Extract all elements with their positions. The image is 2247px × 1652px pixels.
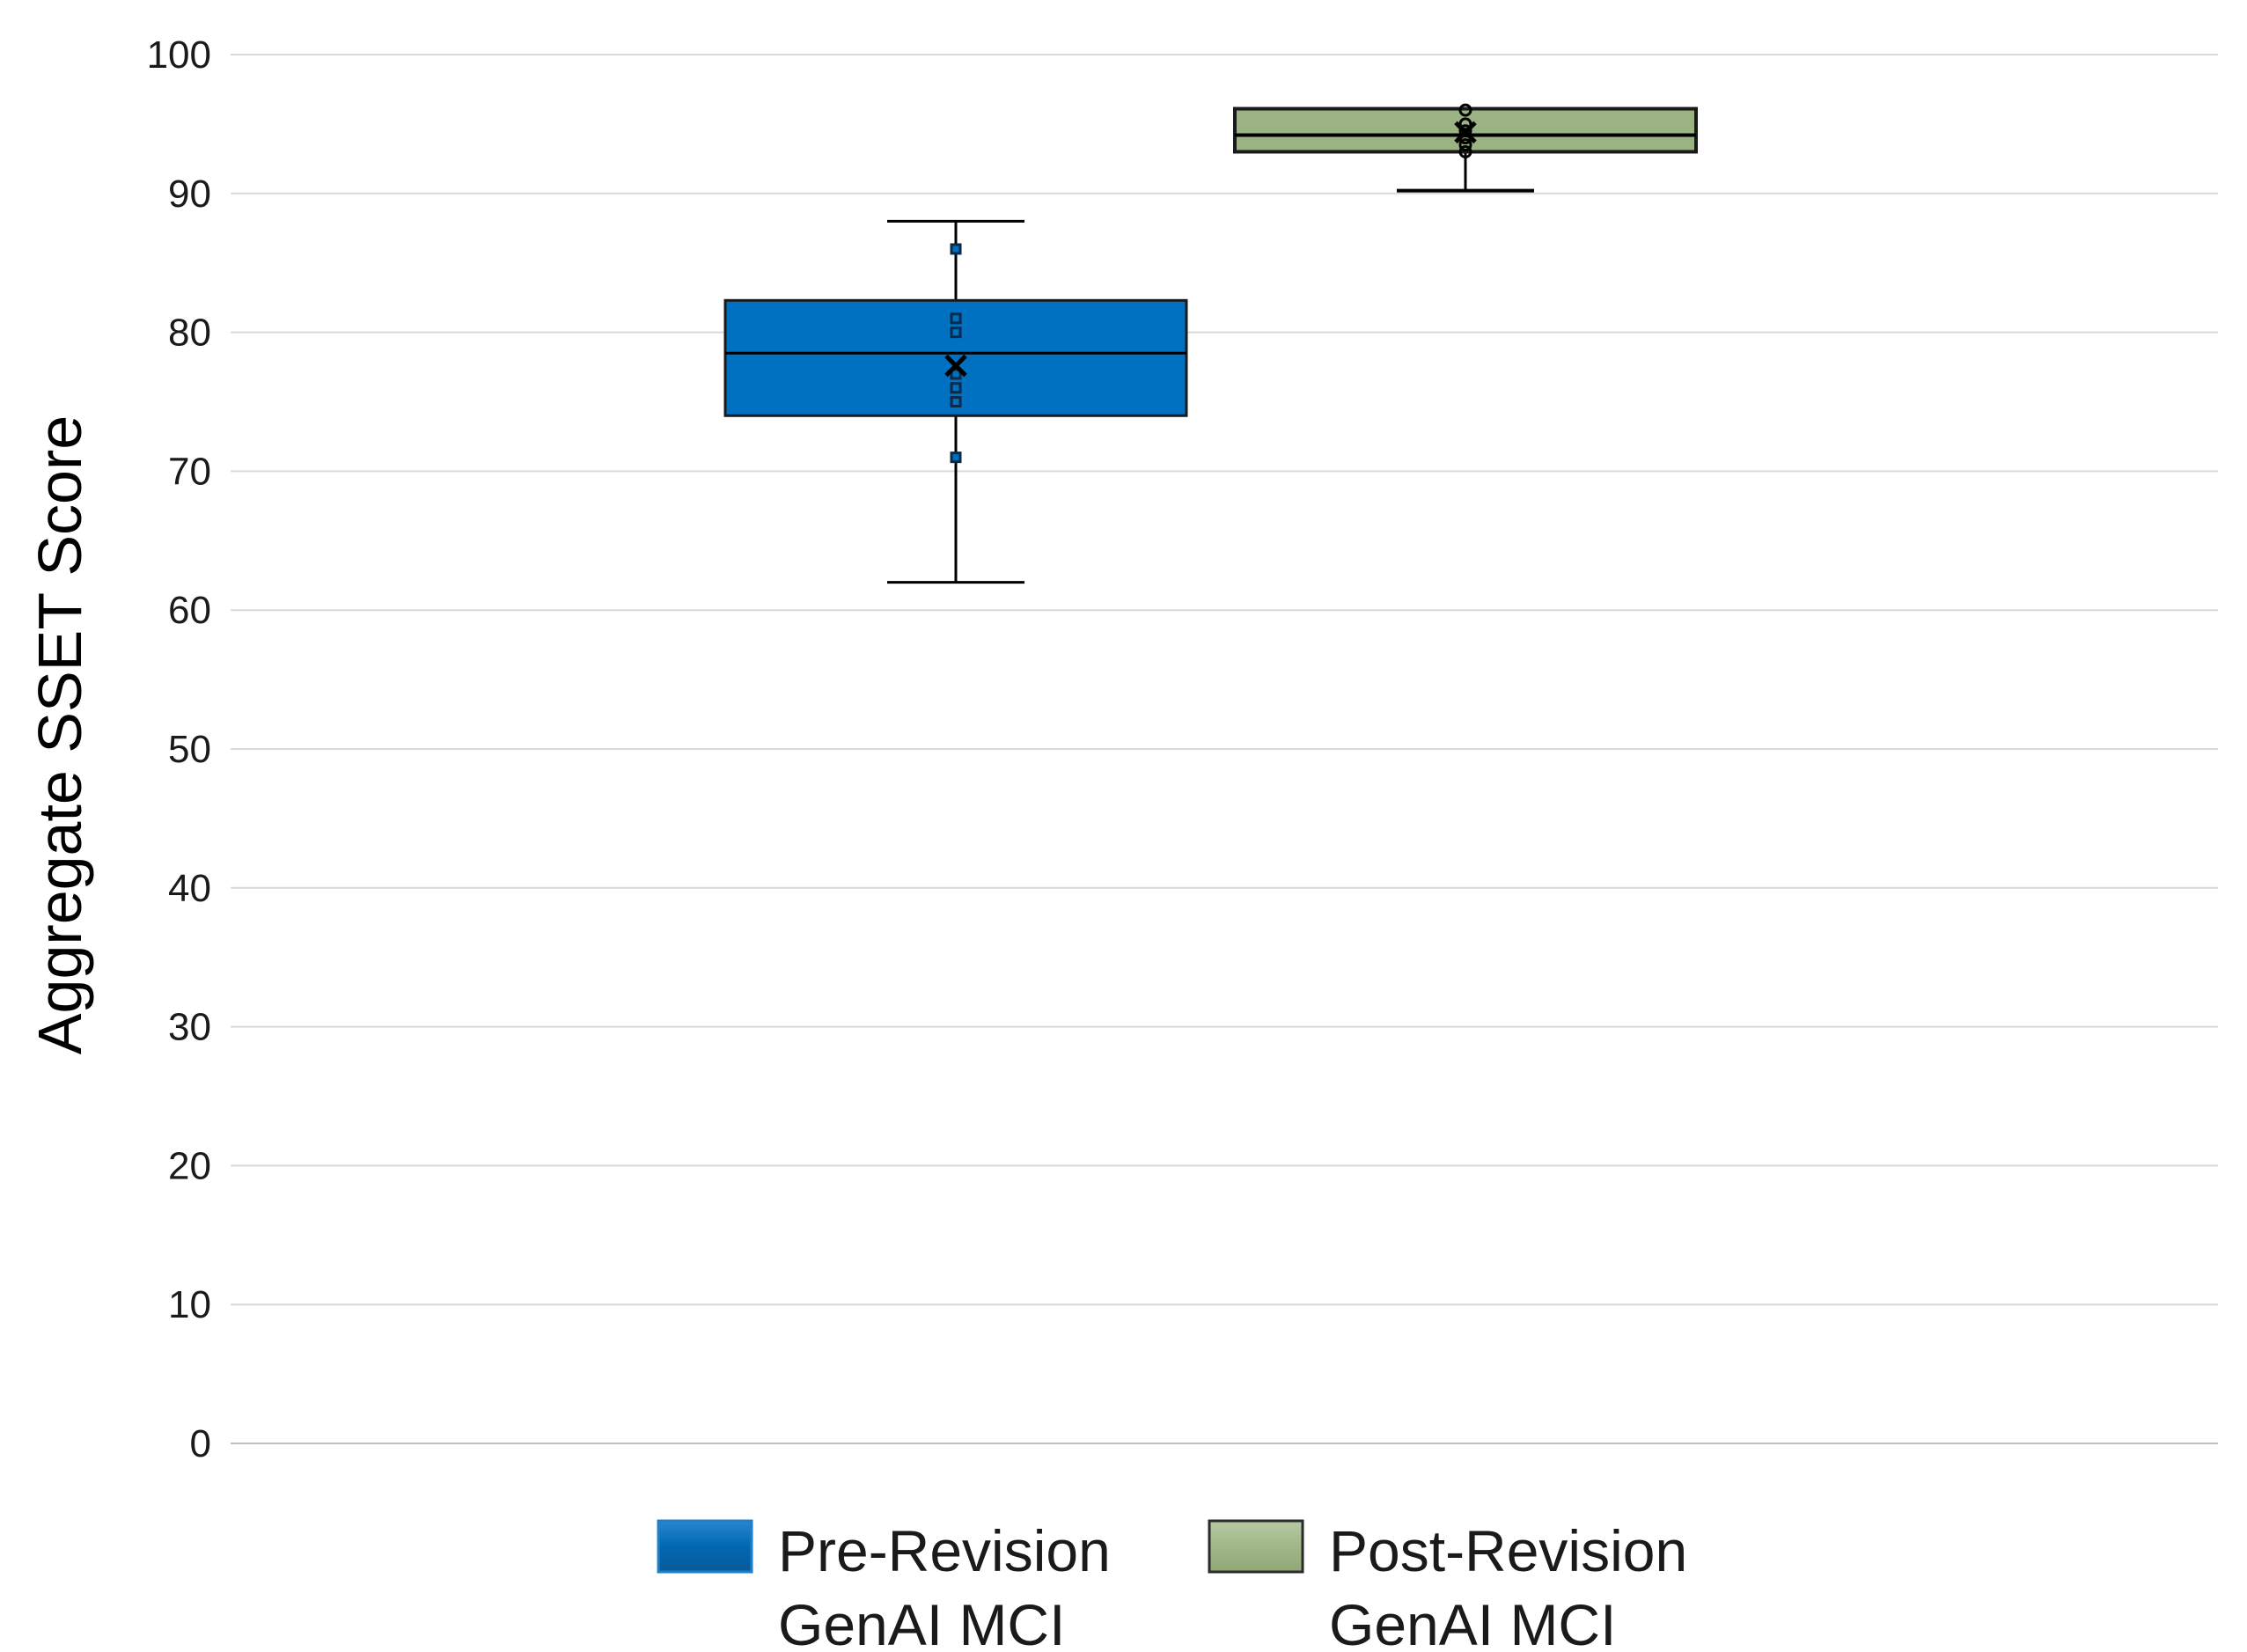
legend-swatch <box>1208 1519 1304 1574</box>
y-tick-label: 10 <box>168 1283 211 1326</box>
y-tick-label: 80 <box>168 312 211 355</box>
y-tick-label: 30 <box>168 1006 211 1049</box>
data-point <box>950 312 962 325</box>
mean-marker <box>1454 121 1477 144</box>
y-tick-label: 50 <box>168 728 211 771</box>
data-point <box>950 243 962 255</box>
y-axis-title: Aggregate SSET Score <box>26 415 94 1054</box>
y-tick-label: 20 <box>168 1144 211 1187</box>
legend-label: Pre-Revision <box>778 1518 1111 1583</box>
y-tick-label: 0 <box>190 1422 211 1465</box>
y-axis-tick-labels: 0 10 20 30 40 50 60 70 80 90 100 <box>147 33 211 1465</box>
y-tick-label: 100 <box>147 33 211 77</box>
data-point <box>950 327 962 339</box>
data-point <box>1458 103 1472 117</box>
mean-marker-stroke <box>1454 121 1477 144</box>
legend-swatch <box>657 1519 753 1574</box>
box-post-revision <box>1233 103 1698 193</box>
mean-marker-stroke <box>944 354 967 378</box>
box-series <box>723 103 1698 584</box>
legend-label: GenAI MCI <box>1329 1592 1616 1652</box>
mean-marker <box>944 354 967 378</box>
gridlines <box>231 54 2218 1444</box>
y-tick-label: 70 <box>168 450 211 493</box>
data-point <box>950 382 962 394</box>
data-point <box>950 396 962 407</box>
data-point <box>950 368 962 380</box>
y-tick-label: 60 <box>168 589 211 632</box>
legend-item-pre-revision: Pre-Revision GenAI MCI <box>657 1518 1111 1652</box>
box-pre-revision <box>723 219 1188 584</box>
legend: Pre-Revision GenAI MCI Post-Revision GenAI … <box>657 1518 1687 1652</box>
data-point <box>1458 138 1472 152</box>
data-point <box>1458 124 1472 138</box>
y-tick-label: 40 <box>168 867 211 910</box>
data-point <box>950 452 962 464</box>
y-tick-label: 90 <box>168 173 211 216</box>
legend-item-post-revision: Post-Revision GenAI MCI <box>1208 1518 1687 1652</box>
legend-label: Post-Revision <box>1329 1518 1687 1583</box>
data-point <box>1458 144 1472 158</box>
legend-label: GenAI MCI <box>778 1592 1065 1652</box>
